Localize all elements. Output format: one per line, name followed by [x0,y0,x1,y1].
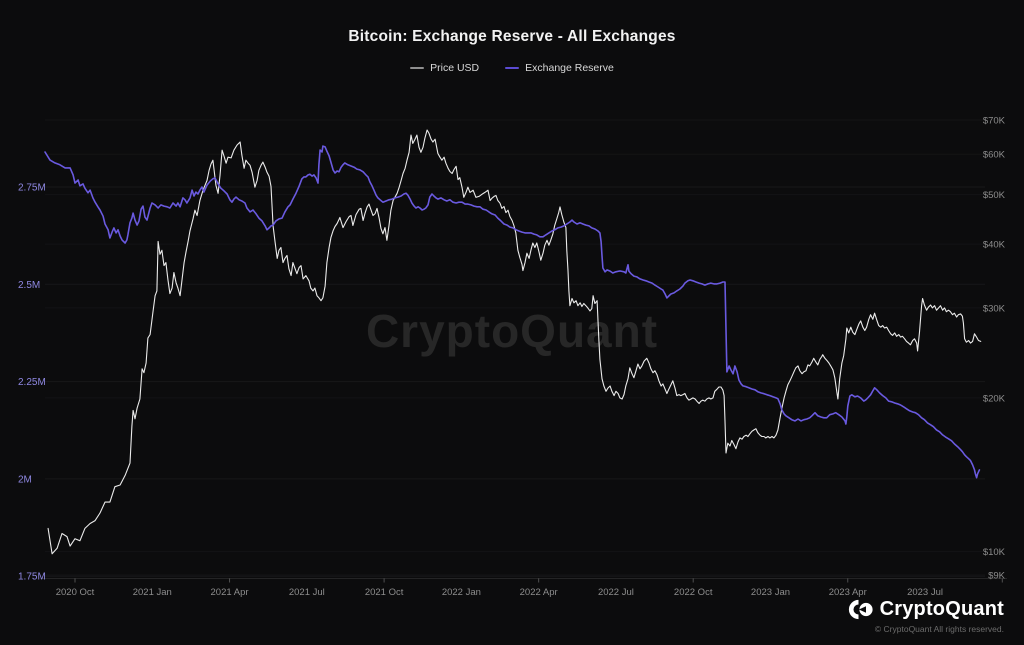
y-right-tick-label: $40K [983,240,1006,251]
x-axis-tick-label: 2022 Oct [674,587,713,598]
x-axis-tick-label: 2023 Jul [907,587,943,598]
y-left-tick-label: 2M [18,474,32,485]
y-right-tick-label: $50K [983,190,1006,201]
x-axis-tick-label: 2022 Apr [520,587,558,598]
y-right-tick-label: $60K [983,150,1006,161]
series-line-price-usd [47,129,982,555]
x-axis-tick-label: 2021 Oct [365,587,404,598]
y-right-tick-label: $70K [983,116,1006,127]
exchange-reserve-legend-dash-icon [505,67,520,69]
x-axis-tick-label: 2022 Jul [598,587,634,598]
y-left-tick-label: 1.75M [18,572,46,583]
x-axis-tick-label: 2021 Jan [133,587,172,598]
y-right-tick-label: $30K [983,303,1006,314]
footer-brand-name: CryptoQuant [879,598,1004,620]
cryptoquant-watermark: CryptoQuant [365,305,659,357]
cryptoquant-logo-icon [848,599,873,620]
chart-title: Bitcoin: Exchange Reserve - All Exchange… [348,28,676,45]
x-axis-tick-label: 2020 Oct [56,587,95,598]
x-axis-tick-label: 2023 Apr [829,587,867,598]
legend-label-exchange-reserve: Exchange Reserve [525,62,614,74]
x-axis-tick-label: 2022 Jan [442,587,481,598]
price-usd-legend-dash-icon [410,67,425,69]
chart-legend: Price USD Exchange Reserve [0,62,1024,74]
legend-item-exchange-reserve[interactable]: Exchange Reserve [505,62,614,74]
footer-branding: CryptoQuant © CryptoQuant All rights res… [846,598,1004,634]
y-right-tick-label: $9K [988,570,1006,581]
x-axis-tick-label: 2021 Apr [211,587,249,598]
y-left-tick-label: 2.5M [18,280,40,291]
y-right-tick-label: $10K [983,547,1006,558]
footer-copyright: © CryptoQuant All rights reserved. [874,624,1004,634]
legend-item-price-usd[interactable]: Price USD [410,62,479,74]
legend-label-price-usd: Price USD [430,62,480,74]
series-line-exchange-reserve [44,145,981,479]
x-axis-tick-label: 2023 Jan [751,587,790,598]
y-left-tick-label: 2.25M [18,377,46,388]
y-right-tick-label: $20K [983,393,1006,404]
y-left-tick-label: 2.75M [18,183,46,194]
x-axis-tick-label: 2021 Jul [289,587,325,598]
cryptoquant-logo: CryptoQuant [846,598,1004,621]
